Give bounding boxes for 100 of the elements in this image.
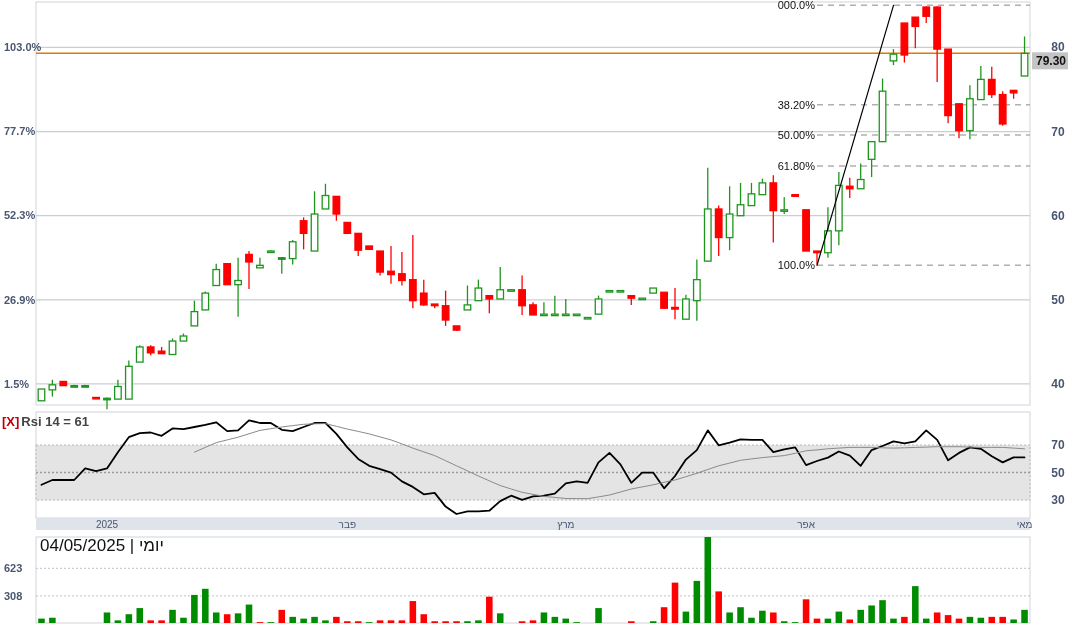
- y-tick-label: 50: [1051, 465, 1065, 480]
- x-tick-label: מרץ: [557, 519, 575, 530]
- bar: [486, 596, 493, 623]
- candlestick: [463, 284, 472, 311]
- bar: [114, 620, 122, 623]
- annotation: 38.20%: [777, 98, 816, 111]
- bar: [496, 613, 504, 623]
- candlestick: [255, 257, 264, 269]
- annotation: 000.0%: [777, 0, 816, 12]
- line-series: [193, 423, 1025, 500]
- candlestick: [594, 294, 603, 315]
- y-tick-label: 70: [1051, 438, 1065, 453]
- x-tick-label: מאי: [1016, 519, 1033, 530]
- candlestick: [518, 274, 526, 316]
- y2-tick-label: 1.5%: [4, 377, 30, 390]
- candlestick: [856, 162, 865, 190]
- bar: [212, 612, 220, 623]
- bar: [475, 620, 482, 623]
- bar: [278, 609, 286, 623]
- candlestick: [332, 195, 341, 222]
- candlestick: [321, 183, 330, 210]
- x-tick-label: אפר: [797, 519, 816, 530]
- candlestick: [114, 379, 122, 400]
- bar: [49, 617, 56, 623]
- y-tick-label: 40: [1051, 376, 1065, 391]
- bar: [726, 612, 733, 623]
- y2-tick-label: 77.7%: [4, 125, 36, 138]
- bar: [933, 612, 941, 623]
- candlestick: [540, 301, 548, 317]
- candlestick: [223, 263, 232, 286]
- bar: [759, 610, 766, 623]
- candlestick: [911, 16, 920, 49]
- bar: [1010, 619, 1017, 623]
- bar: [38, 618, 45, 623]
- bar: [671, 582, 679, 623]
- candlestick: [813, 250, 821, 266]
- bar: [136, 608, 144, 623]
- candlestick: [288, 239, 297, 266]
- bar: [704, 537, 712, 623]
- bar: [376, 620, 384, 623]
- annotation: 50.00%: [777, 128, 816, 141]
- y-tick-label: 60: [1051, 208, 1065, 223]
- bar: [693, 580, 701, 623]
- bar: [409, 601, 417, 623]
- bar: [180, 617, 187, 623]
- bar: [966, 616, 974, 623]
- candlestick: [234, 257, 242, 318]
- bar: [660, 607, 668, 623]
- bar: [857, 609, 864, 623]
- bar: [846, 619, 854, 623]
- bar: [988, 616, 996, 623]
- bar: [999, 616, 1006, 623]
- candlestick: [408, 234, 417, 309]
- bar: [311, 616, 318, 623]
- bar: [125, 614, 133, 623]
- x-tick-label: פבר: [338, 519, 357, 530]
- candlestick: [419, 278, 428, 307]
- candlestick: [725, 185, 734, 251]
- bar: [540, 612, 548, 623]
- bar: [922, 618, 930, 623]
- bar: [158, 620, 165, 623]
- candlestick: [692, 258, 701, 322]
- candlestick: [496, 266, 505, 300]
- bar: [551, 616, 559, 623]
- bar: [420, 614, 428, 623]
- bar: [223, 614, 231, 623]
- candlestick: [354, 232, 363, 257]
- bar: [562, 618, 570, 623]
- candlestick: [245, 250, 253, 290]
- bar: [234, 613, 242, 623]
- bar: [300, 618, 307, 623]
- x-tick-label: 2025: [95, 519, 119, 530]
- bar: [202, 588, 209, 623]
- bar: [169, 609, 176, 623]
- candlestick: [387, 245, 395, 285]
- candlestick: [671, 287, 679, 320]
- bar: [901, 616, 908, 623]
- bar: [802, 599, 810, 623]
- candlestick: [201, 290, 210, 311]
- candlestick: [824, 206, 832, 259]
- y-tick-label: 623: [4, 562, 23, 575]
- bar: [890, 618, 897, 623]
- bar: [191, 594, 198, 623]
- candlestick: [550, 294, 559, 317]
- annotation: יומי | 04/05/2025: [40, 536, 164, 555]
- candlestick: [212, 263, 221, 287]
- text: [X]: [2, 414, 20, 429]
- candlestick: [867, 141, 876, 178]
- bar: [398, 620, 406, 623]
- bar: [595, 608, 602, 623]
- bar: [715, 591, 722, 623]
- bar: [748, 617, 755, 623]
- bar: [529, 620, 537, 623]
- candlestick: [398, 251, 406, 287]
- bar: [944, 615, 952, 623]
- candlestick: [976, 65, 985, 101]
- line-series: [40, 419, 1026, 515]
- bar: [289, 616, 296, 623]
- bar: [147, 620, 154, 623]
- candlestick: [299, 216, 308, 250]
